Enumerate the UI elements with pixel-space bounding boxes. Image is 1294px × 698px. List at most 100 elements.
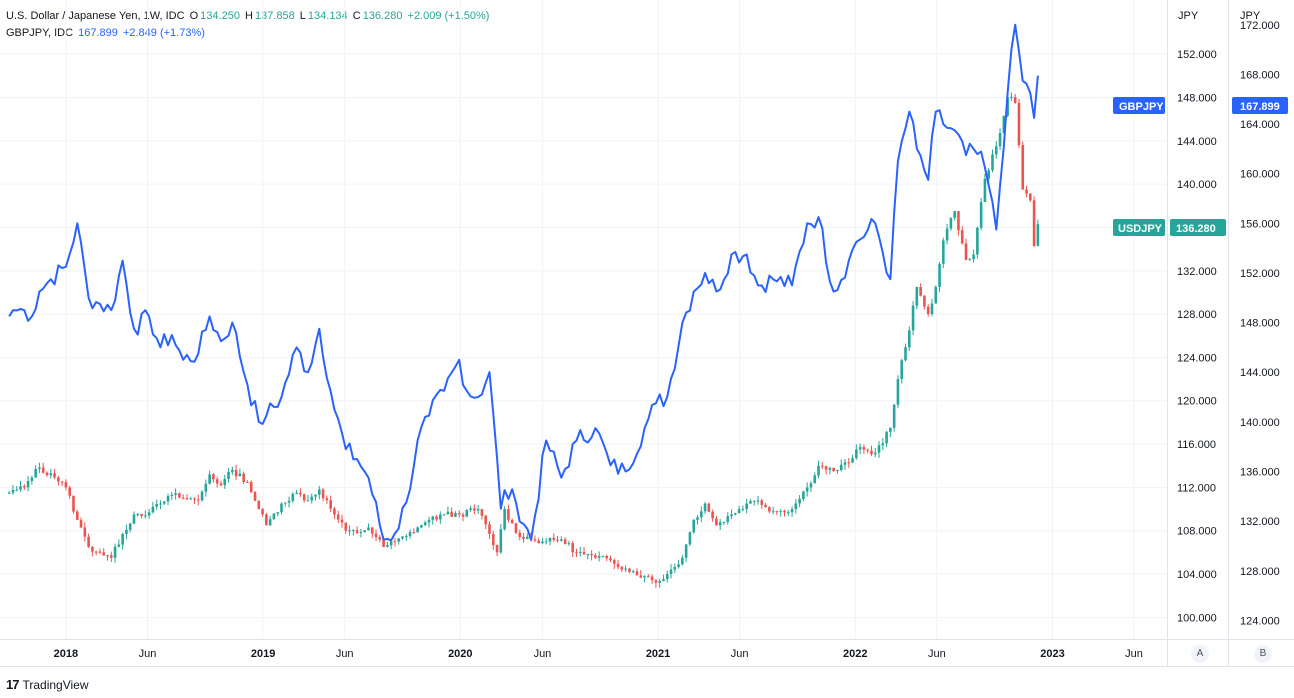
usdjpy-candle [265, 512, 268, 526]
usdjpy-candle [144, 510, 147, 519]
usdjpy-candle [775, 510, 779, 516]
usdjpy-candle [548, 537, 552, 546]
svg-text:136.280: 136.280 [1176, 223, 1216, 235]
left-price-axis[interactable]: 100.000 104.000 108.000 112.000 116.000 120.0… [1177, 49, 1217, 624]
usdjpy-candle [457, 510, 461, 518]
usdjpy-candle [162, 501, 166, 506]
usdjpy-candle [518, 529, 522, 541]
usdjpy-candle [19, 480, 22, 492]
usdjpy-candle [325, 495, 329, 504]
time-tick-label: 2021 [646, 648, 670, 660]
usdjpy-candle [408, 529, 412, 539]
usdjpy-candle [79, 517, 83, 529]
usdjpy-candle [1017, 99, 1021, 149]
usdjpy-name-badge: USDJPY [1113, 219, 1165, 236]
usdjpy-candle [287, 496, 291, 508]
usdjpy-candle [72, 495, 75, 514]
usdjpy-candle [291, 492, 295, 504]
usdjpy-candle [246, 480, 249, 483]
usdjpy-candle [359, 528, 363, 538]
usdjpy-low-label: L [299, 10, 306, 22]
usdjpy-candle [643, 575, 646, 583]
usdjpy-candle [125, 524, 128, 540]
usdjpy-candle [911, 301, 915, 336]
usdjpy-candle [499, 523, 503, 554]
usdjpy-candle [870, 445, 873, 457]
usdjpy-candle [178, 492, 181, 499]
right-axis-unit: JPY [1240, 10, 1261, 22]
usdjpy-candle [64, 479, 68, 491]
usdjpy-candle [832, 467, 835, 472]
left-tick-label: 152.000 [1177, 49, 1217, 61]
usdjpy-candle [94, 550, 98, 556]
right-tick-label: 164.000 [1240, 119, 1280, 131]
gbpjpy-legend-value: 167.899 [78, 27, 118, 39]
time-tick-label: Jun [928, 648, 946, 660]
right-price-axis[interactable]: 124.000 128.000 132.000 136.000 140.000 144.0… [1240, 20, 1280, 628]
usdjpy-candle [855, 444, 858, 460]
usdjpy-candle [945, 224, 949, 245]
usdjpy-candle [802, 490, 805, 502]
usdjpy-candle [915, 286, 919, 310]
usdjpy-candle [242, 471, 245, 484]
usdjpy-candle [537, 537, 540, 544]
usdjpy-candle [15, 486, 19, 492]
right-tick-label: 152.000 [1240, 268, 1280, 280]
usdjpy-candle [575, 548, 578, 558]
scale-a-button[interactable]: A [1191, 645, 1209, 663]
usdjpy-candle [620, 565, 624, 573]
usdjpy-candle [976, 226, 979, 259]
usdjpy-candle [544, 538, 548, 545]
usdjpy-candle [193, 497, 196, 504]
usdjpy-candle [253, 491, 257, 502]
usdjpy-candle [885, 430, 888, 447]
usdjpy-candle [166, 493, 170, 506]
usdjpy-candle [318, 486, 321, 500]
usdjpy-candle [431, 515, 435, 525]
usdjpy-candle [798, 495, 801, 508]
time-axis[interactable]: 2018 Jun 2019 Jun 2020 Jun 2021 Jun 2022 Jun 2023 J… [54, 648, 1143, 660]
usdjpy-candle [877, 441, 881, 458]
usdjpy-candle [752, 500, 756, 506]
usdjpy-candle [624, 565, 627, 573]
usdjpy-candle [302, 493, 306, 503]
usdjpy-close-label: C [352, 10, 361, 22]
usdjpy-candle [113, 543, 117, 563]
right-tick-label: 144.000 [1240, 367, 1280, 379]
usdjpy-candle [249, 480, 253, 494]
tradingview-footer[interactable]: 17 TradingView [6, 677, 89, 692]
usdjpy-candle [204, 479, 208, 497]
time-tick-label: 2022 [843, 648, 867, 660]
gbpjpy-name-badge: GBPJPY [1113, 97, 1165, 114]
usdjpy-candle [938, 261, 941, 293]
usdjpy-candle [147, 508, 151, 519]
right-tick-label: 140.000 [1240, 417, 1280, 429]
usdjpy-candle [272, 513, 276, 520]
usdjpy-candle [605, 554, 609, 562]
usdjpy-candle [231, 466, 234, 475]
usdjpy-candle [994, 141, 998, 159]
usdjpy-candle [817, 460, 820, 479]
usdjpy-candle [896, 375, 900, 409]
usdjpy-candle [98, 548, 102, 555]
right-tick-label: 168.000 [1240, 69, 1280, 81]
usdjpy-candle [219, 480, 223, 487]
usdjpy-candle [268, 515, 272, 526]
usdjpy-candle [696, 514, 699, 525]
usdjpy-candle [461, 512, 465, 522]
usdjpy-candle [181, 494, 185, 500]
usdjpy-candle [934, 285, 938, 304]
left-tick-label: 108.000 [1177, 526, 1217, 538]
usdjpy-candle [306, 494, 310, 502]
left-axis-unit: JPY [1178, 10, 1199, 22]
usdjpy-candle [465, 509, 469, 518]
usdjpy-candle [809, 481, 813, 493]
usdjpy-candle [567, 540, 571, 546]
usdjpy-candle [813, 472, 817, 484]
usdjpy-high-value: 137.858 [254, 10, 295, 22]
usdjpy-candle [102, 548, 106, 556]
usdjpy-candle [45, 471, 49, 477]
usdjpy-candle [942, 237, 945, 268]
scale-b-button[interactable]: B [1254, 645, 1272, 663]
